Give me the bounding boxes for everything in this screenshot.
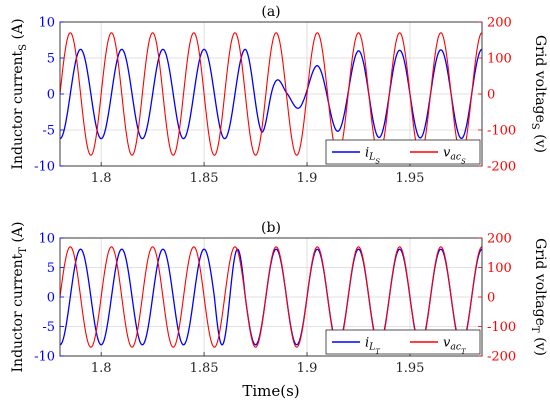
x-tick-label: 1.8 [91, 171, 112, 186]
y-left-tick-label: -5 [42, 124, 55, 139]
x-tick-label: 1.85 [190, 361, 219, 376]
y-left-tick-label: -5 [42, 320, 55, 335]
legend-label: iLS [365, 146, 380, 166]
y-right-tick-label: 100 [487, 261, 512, 276]
y-left-tick-label: -10 [34, 350, 55, 365]
y-right-tick-label: -200 [487, 350, 516, 365]
x-tick-label: 1.8 [91, 361, 112, 376]
panel-title: (a) [261, 4, 280, 20]
series-line-voltage [60, 246, 482, 348]
y-left-tick-label: 10 [38, 232, 55, 247]
panel-title: (b) [261, 220, 281, 236]
x-tick-label: 1.9 [297, 171, 318, 186]
y-left-tick-label: 10 [38, 16, 55, 31]
y-left-tick-label: -10 [34, 160, 55, 175]
y-right-tick-label: 200 [487, 16, 512, 31]
y-right-tick-label: 200 [487, 232, 512, 247]
legend: iLT vacT [325, 329, 481, 356]
y-left-tick-label: 5 [47, 52, 55, 67]
y-right-axis-label: Grid voltageS (v) [530, 35, 549, 153]
y-right-axis-label: Grid voltageT (v) [530, 238, 549, 356]
chart-panel-1: (a) 1.8 1.85 1.9 1.95 -10 -5 0 5 10 -200 -100 0 100 20… [10, 4, 548, 186]
legend-label: vacT [443, 336, 466, 356]
y-left-tick-label: 5 [47, 261, 55, 276]
x-tick-label: 1.95 [395, 171, 424, 186]
x-tick-label: 1.9 [297, 361, 318, 376]
y-left-axis-label: Inductor currentT (A) [10, 222, 29, 373]
legend: iLS vacS [325, 139, 481, 166]
series-line-voltage [60, 32, 482, 156]
legend-label: vacS [443, 146, 466, 166]
chart-panel-2: (b) 1.8 1.85 1.9 1.95 -10 -5 0 5 10 -200 -100 0 100 20… [10, 220, 548, 400]
x-tick-label: 1.85 [190, 171, 219, 186]
y-left-tick-label: 0 [47, 88, 55, 103]
y-right-tick-label: 0 [487, 291, 495, 306]
y-left-axis-label: Inductor currentS (A) [10, 18, 29, 169]
x-tick-label: 1.95 [395, 361, 424, 376]
x-axis-label: Time(s) [242, 382, 299, 400]
y-right-tick-label: 100 [487, 52, 512, 67]
y-right-tick-label: -200 [487, 160, 516, 175]
y-right-tick-label: -100 [487, 320, 516, 335]
y-right-tick-label: 0 [487, 88, 495, 103]
legend-label: iLT [365, 336, 380, 356]
y-left-tick-label: 0 [47, 291, 55, 306]
y-right-tick-label: -100 [487, 124, 516, 139]
